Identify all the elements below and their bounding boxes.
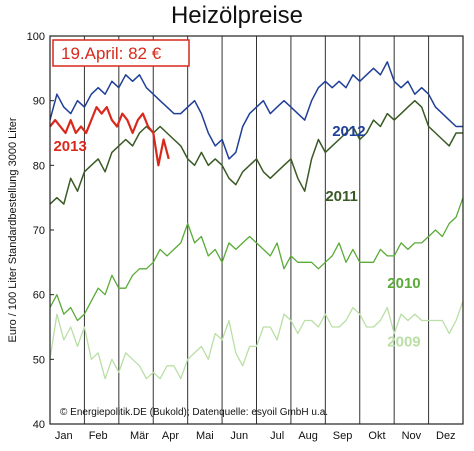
y-tick-label: 100 — [27, 31, 45, 43]
y-axis-label: Euro / 100 Liter Standardbestellung 3000… — [7, 117, 19, 342]
series-line-2011 — [49, 99, 463, 205]
source-credit: © Energiepolitik.DE (Bukold); Datenquell… — [60, 407, 328, 418]
series-label-2013: 2013 — [53, 138, 86, 155]
x-tick-label: Feb — [89, 430, 108, 442]
x-tick-label: Okt — [368, 430, 385, 442]
y-tick-label: 60 — [33, 290, 45, 302]
x-tick-label: Jul — [270, 430, 284, 442]
annotation-text: 19.April: 82 € — [61, 44, 162, 63]
x-tick-label: Jun — [230, 430, 248, 442]
series-line-2009 — [49, 300, 464, 380]
x-tick-label: Nov — [402, 430, 422, 442]
series-label-2009: 2009 — [387, 333, 420, 350]
y-axis-ticks: 40 50 60 70 80 90 100 — [27, 31, 54, 431]
x-tick-label: Jan — [55, 430, 73, 442]
chart-title: Heizölpreise — [170, 2, 304, 29]
y-tick-label: 70 — [33, 225, 45, 237]
series-line-2012 — [49, 61, 463, 160]
series-label-2011: 2011 — [325, 188, 358, 205]
series-lines — [49, 61, 464, 380]
annotation-box — [52, 39, 190, 67]
x-tick-label: Aug — [298, 430, 318, 442]
x-tick-label: Sep — [333, 430, 353, 442]
y-tick-label: 50 — [33, 354, 45, 366]
x-tick-label: Mai — [196, 430, 214, 442]
x-tick-label: Apr — [162, 430, 179, 442]
series-line-2013 — [49, 106, 170, 167]
x-tick-label: Mär — [130, 430, 149, 442]
series-line-2010 — [49, 197, 464, 322]
x-tick-label: Dez — [436, 430, 456, 442]
x-axis-ticks: Jan Feb Mär Apr Mai Jun Jul Aug Sep Okt Nov Dez — [55, 430, 456, 442]
y-tick-label: 90 — [33, 96, 45, 108]
y-tick-label: 80 — [33, 160, 45, 172]
series-label-2012: 2012 — [332, 123, 365, 140]
series-labels: 2009 2010 2011 2012 2013 — [53, 123, 420, 350]
series-label-2010: 2010 — [387, 275, 420, 292]
y-tick-label: 40 — [33, 419, 45, 431]
